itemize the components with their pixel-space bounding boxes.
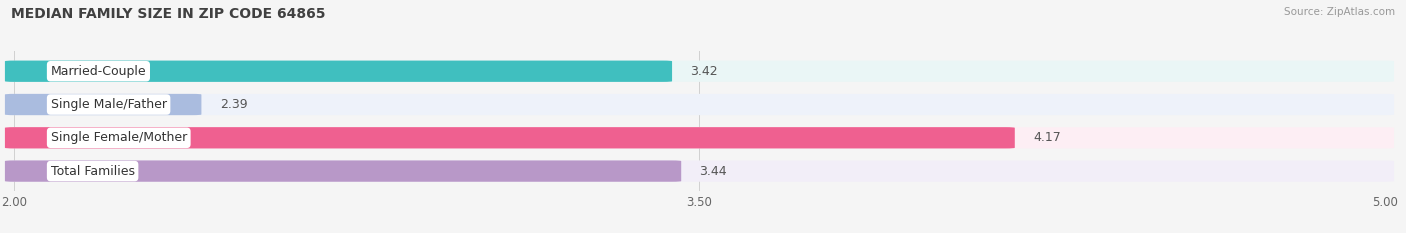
- FancyBboxPatch shape: [4, 61, 1395, 82]
- FancyBboxPatch shape: [4, 161, 682, 182]
- Text: Married-Couple: Married-Couple: [51, 65, 146, 78]
- Text: 3.42: 3.42: [690, 65, 718, 78]
- FancyBboxPatch shape: [4, 127, 1395, 148]
- FancyBboxPatch shape: [4, 94, 201, 115]
- FancyBboxPatch shape: [4, 94, 1395, 115]
- Text: Single Female/Mother: Single Female/Mother: [51, 131, 187, 144]
- Text: 4.17: 4.17: [1033, 131, 1060, 144]
- Text: 2.39: 2.39: [219, 98, 247, 111]
- Text: Single Male/Father: Single Male/Father: [51, 98, 167, 111]
- FancyBboxPatch shape: [4, 161, 1395, 182]
- Text: MEDIAN FAMILY SIZE IN ZIP CODE 64865: MEDIAN FAMILY SIZE IN ZIP CODE 64865: [11, 7, 326, 21]
- Text: Total Families: Total Families: [51, 164, 135, 178]
- FancyBboxPatch shape: [4, 61, 672, 82]
- Text: 3.44: 3.44: [700, 164, 727, 178]
- Text: Source: ZipAtlas.com: Source: ZipAtlas.com: [1284, 7, 1395, 17]
- FancyBboxPatch shape: [4, 127, 1015, 148]
